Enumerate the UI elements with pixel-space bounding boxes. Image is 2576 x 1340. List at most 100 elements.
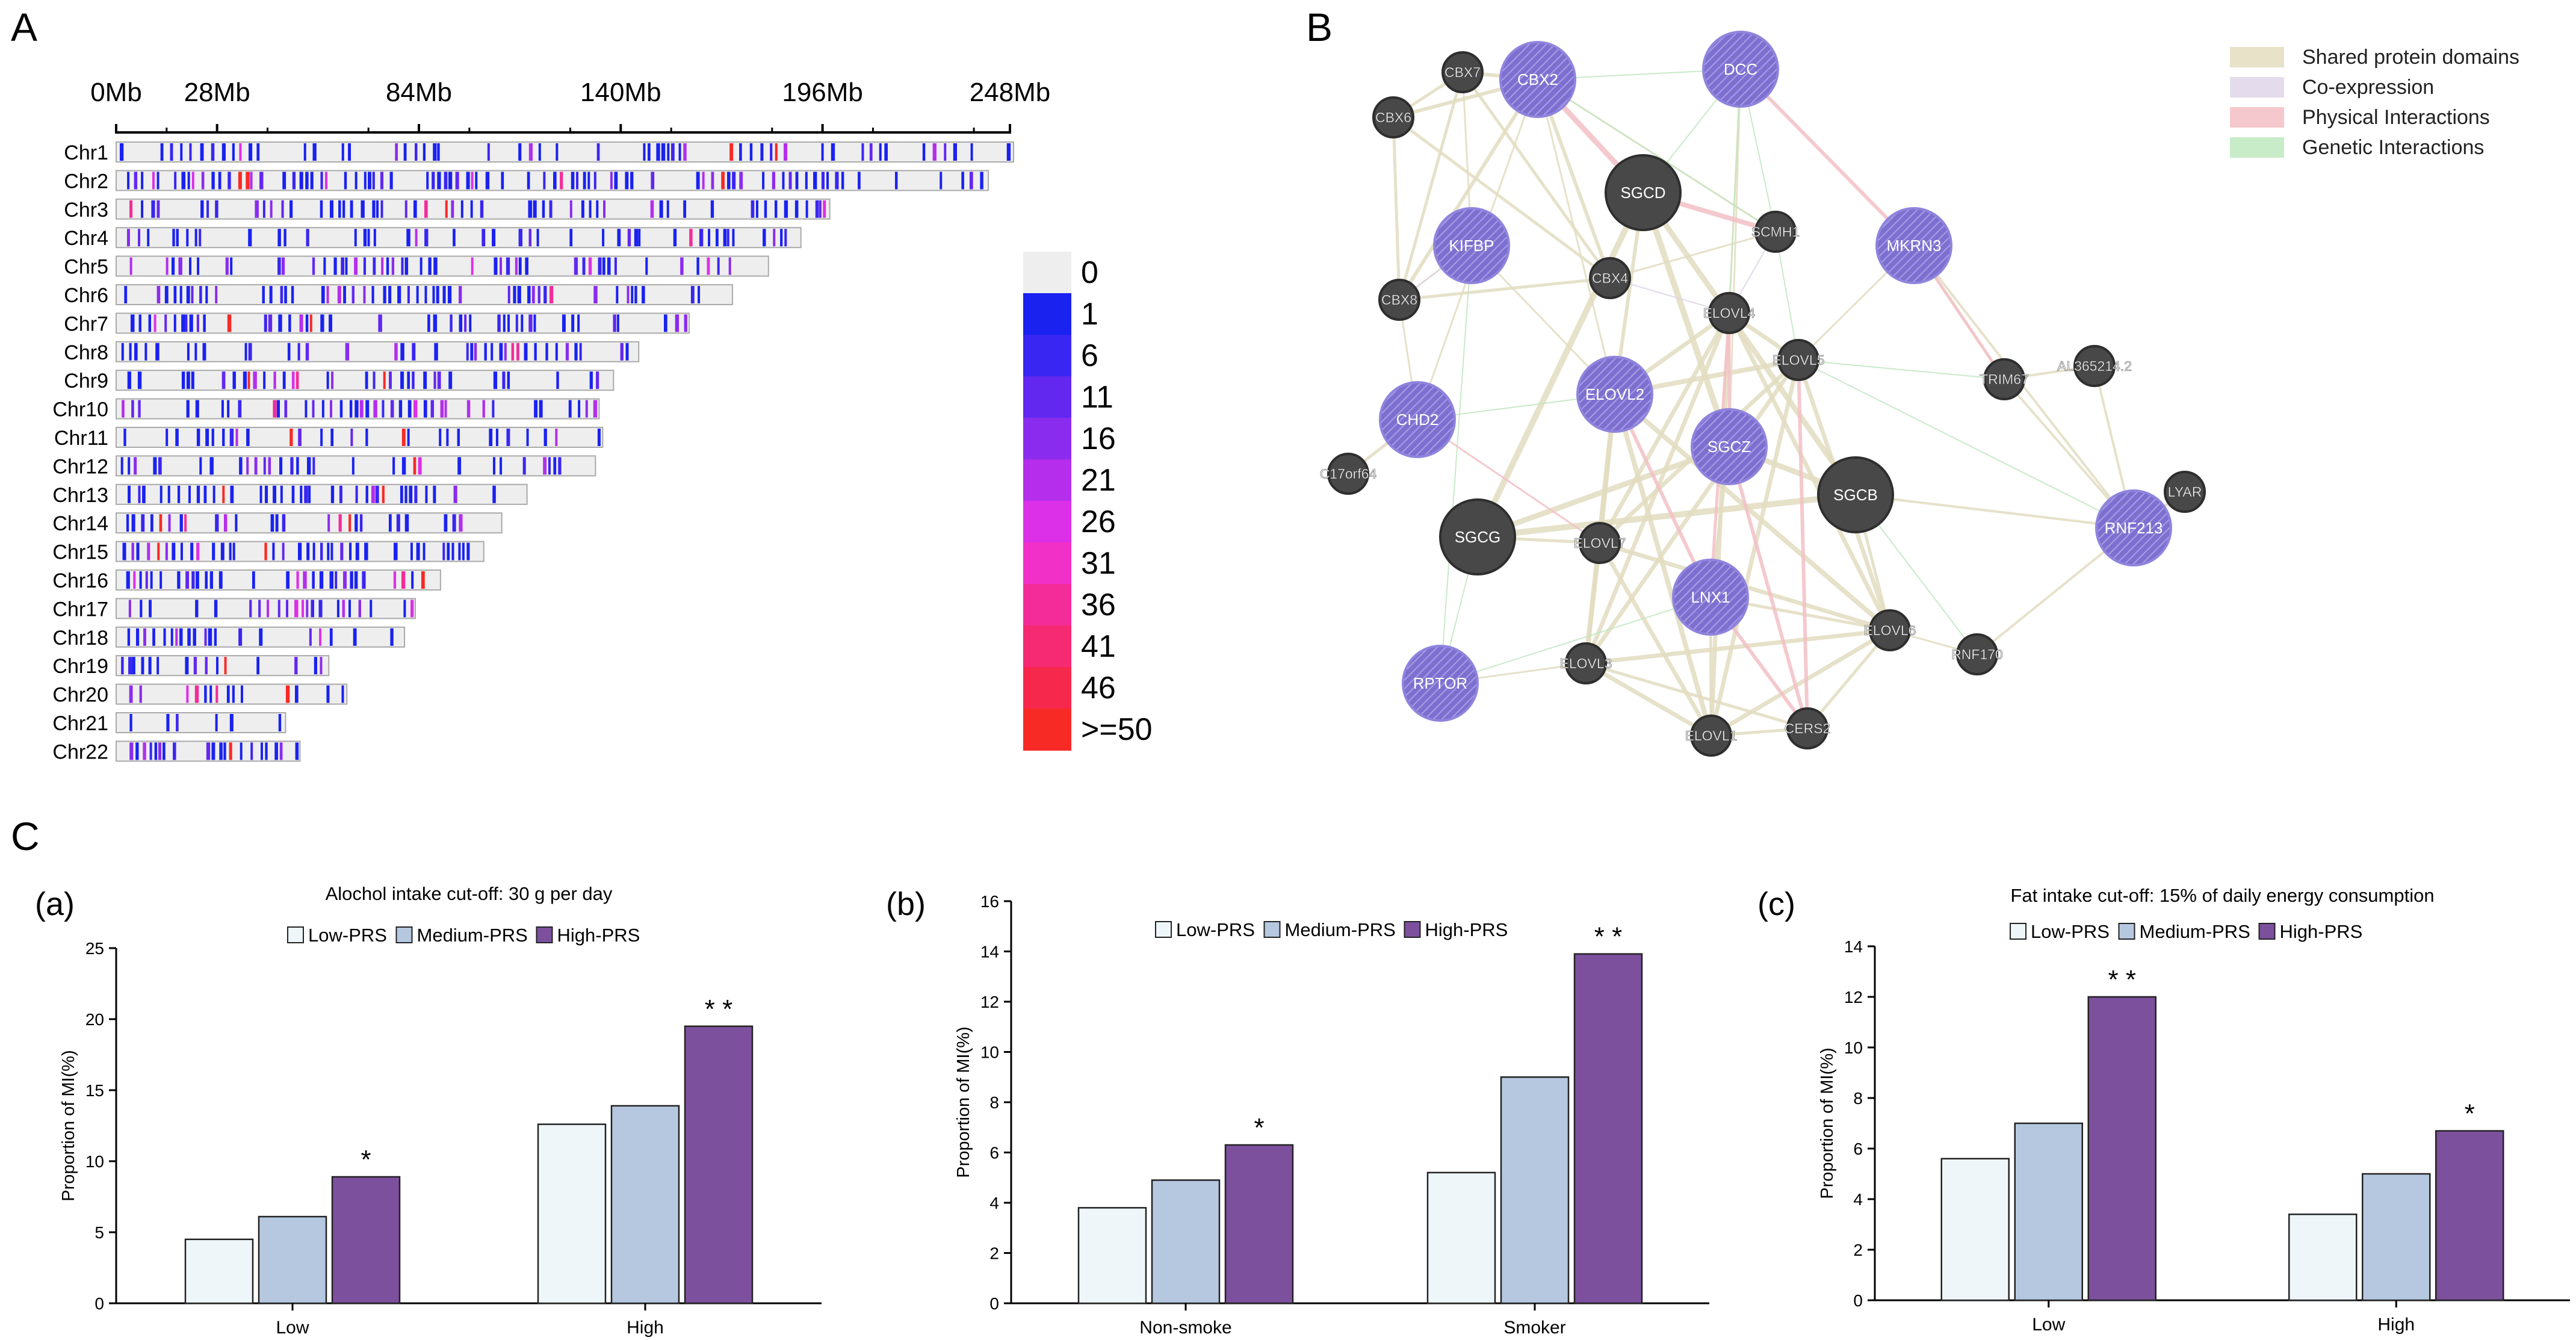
legend-swatch <box>1404 921 1421 938</box>
density-strip <box>553 172 557 190</box>
density-strip <box>543 286 547 303</box>
density-strip <box>296 457 299 475</box>
density-strip <box>696 172 700 190</box>
density-strip <box>156 657 159 675</box>
density-strip <box>329 200 333 218</box>
density-strip <box>172 229 175 247</box>
density-strip <box>445 200 448 218</box>
density-strip <box>205 286 208 303</box>
density-strip <box>337 286 341 303</box>
network-node-label: SCMH1 <box>1751 224 1800 240</box>
density-strip <box>869 143 873 161</box>
density-strip <box>394 542 398 560</box>
density-strip <box>382 485 385 503</box>
density-strip <box>189 257 192 275</box>
density-strip <box>194 685 199 703</box>
x-tick-label: 28Mb <box>184 78 250 107</box>
density-strip <box>788 172 792 190</box>
density-strip <box>330 429 334 446</box>
density-strip <box>534 400 538 418</box>
network-node <box>1379 381 1456 458</box>
network-edge <box>1392 116 1611 280</box>
density-strip <box>320 657 323 675</box>
density-strip <box>350 200 353 218</box>
legend-label: 46 <box>1081 671 1116 706</box>
density-strip <box>678 143 681 161</box>
legend-label: High-PRS <box>557 925 640 946</box>
density-strip <box>471 257 474 275</box>
bar <box>1224 1144 1294 1304</box>
density-strip <box>259 172 264 190</box>
x-tick-label: 84Mb <box>386 78 452 107</box>
density-strip <box>138 485 141 503</box>
density-strip <box>466 400 471 418</box>
density-strip <box>305 343 309 361</box>
density-strip <box>232 143 235 161</box>
density-strip <box>597 429 601 446</box>
density-strip <box>282 371 286 389</box>
network-edge <box>1641 191 1858 497</box>
density-strip <box>309 314 312 332</box>
density-strip <box>159 514 163 532</box>
density-strip <box>215 286 218 303</box>
panel-label-c: C <box>11 814 40 858</box>
chromosome-label: Chr16 <box>52 569 108 592</box>
density-strip <box>940 172 943 190</box>
density-strip <box>459 514 463 532</box>
legend-swatch <box>2258 923 2276 940</box>
legend-swatch <box>395 926 413 943</box>
density-strip <box>215 514 219 532</box>
legend-swatch <box>1263 921 1281 938</box>
density-strip <box>507 286 510 303</box>
network-node-label: SGCZ <box>1708 438 1751 456</box>
density-strip <box>238 172 242 190</box>
density-strip <box>645 257 648 275</box>
density-strip <box>430 400 435 418</box>
density-strip <box>410 542 413 560</box>
density-strip <box>739 143 742 161</box>
density-strip <box>670 143 675 161</box>
network-node <box>1378 279 1420 321</box>
density-strip <box>571 314 575 332</box>
density-strip <box>528 314 533 332</box>
density-strip <box>390 400 394 418</box>
density-strip <box>320 200 323 218</box>
density-strip <box>355 485 358 503</box>
density-strip <box>589 200 592 218</box>
network-node-label: CHD2 <box>1396 411 1439 429</box>
density-strip <box>289 429 293 446</box>
legend-label: Medium-PRS <box>1285 919 1396 940</box>
density-strip <box>413 400 418 418</box>
density-strip <box>381 257 384 275</box>
density-strip <box>250 742 253 760</box>
density-strip <box>119 143 124 161</box>
density-strip <box>617 229 621 247</box>
density-strip <box>320 429 323 446</box>
y-tick-label: 14 <box>1844 937 1863 956</box>
density-strip <box>355 172 358 190</box>
density-strip <box>762 172 765 190</box>
density-strip <box>841 172 844 190</box>
y-axis-label: Proportion of MI(%) <box>59 1050 78 1201</box>
density-strip <box>593 400 598 418</box>
density-strip <box>372 200 376 218</box>
density-strip <box>543 429 547 446</box>
density-strip <box>307 457 311 475</box>
density-strip <box>411 571 414 589</box>
density-strip <box>549 286 554 303</box>
density-strip <box>428 257 432 275</box>
density-strip <box>367 229 370 247</box>
density-strip <box>861 143 864 161</box>
density-strip <box>555 429 558 446</box>
density-strip <box>412 371 415 389</box>
density-strip <box>227 400 230 418</box>
density-strip <box>177 571 181 589</box>
density-strip <box>365 429 368 446</box>
density-strip <box>228 172 231 190</box>
density-strip <box>138 314 141 332</box>
chromosome-bar <box>116 198 831 220</box>
network-node <box>1499 41 1576 118</box>
network-node <box>1433 207 1510 284</box>
density-strip <box>407 400 412 418</box>
density-strip <box>268 314 273 332</box>
